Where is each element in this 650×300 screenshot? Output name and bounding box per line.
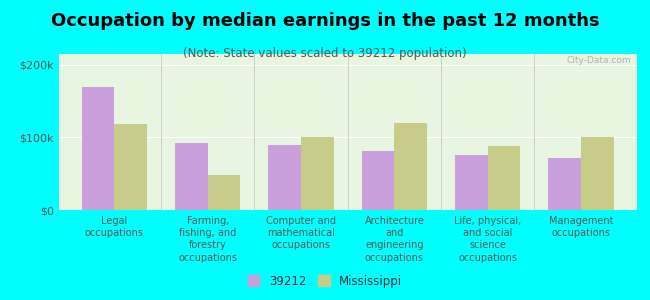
- Bar: [175, 142, 208, 210]
- Bar: [395, 123, 427, 210]
- Text: City-Data.com: City-Data.com: [567, 56, 631, 64]
- Bar: [488, 146, 521, 210]
- Bar: [455, 155, 488, 210]
- Bar: [549, 158, 581, 210]
- Bar: [301, 137, 333, 210]
- Text: Occupation by median earnings in the past 12 months: Occupation by median earnings in the pas…: [51, 12, 599, 30]
- Bar: [208, 175, 240, 210]
- Bar: [82, 87, 114, 210]
- Bar: [114, 124, 147, 210]
- Bar: [268, 145, 301, 210]
- Legend: 39212, Mississippi: 39212, Mississippi: [244, 271, 406, 291]
- Text: (Note: State values scaled to 39212 population): (Note: State values scaled to 39212 popu…: [183, 46, 467, 59]
- Bar: [362, 151, 395, 210]
- Bar: [581, 137, 614, 210]
